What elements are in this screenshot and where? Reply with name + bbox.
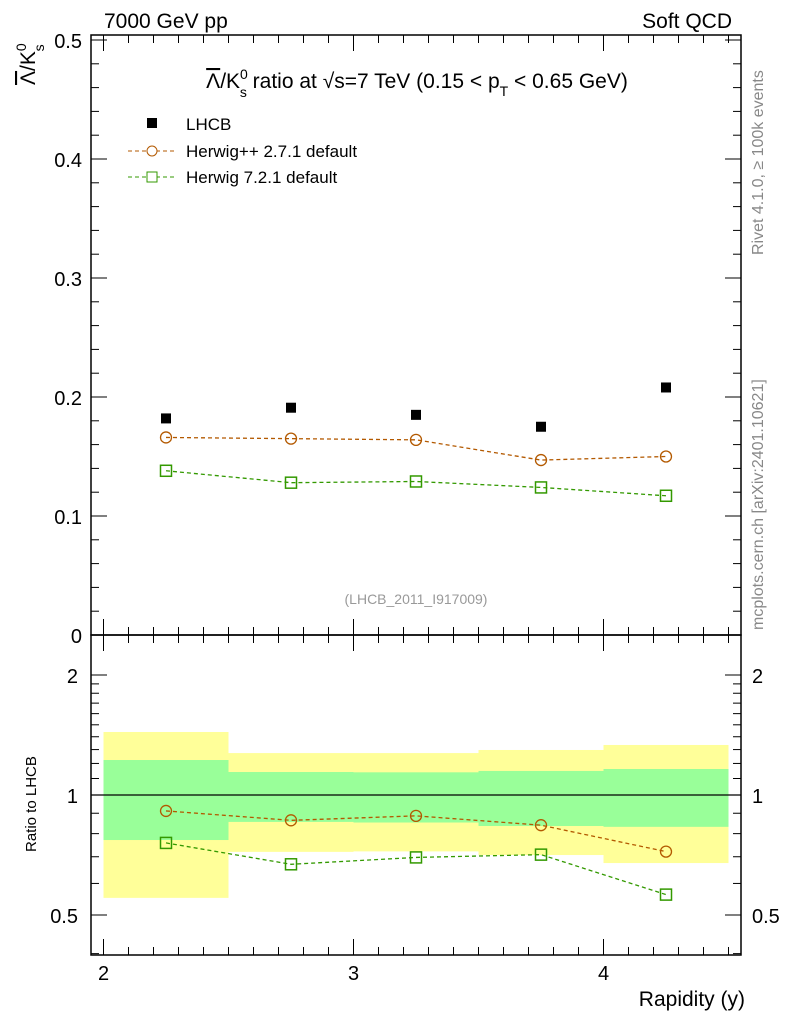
point-lhcb [411,409,421,420]
ratio-point-herwig-2-7-1-default [409,809,423,823]
y-tick-label: 0.3 [54,269,82,291]
header-right: Soft QCD [642,10,732,33]
point-lhcb [536,421,546,432]
ratio-point-herwig-7-2-1-default [284,858,298,871]
analysis-id: (LHCB_2011_I917009) [345,591,488,607]
ratio-band-stat [478,770,604,827]
ratio-band-stat [603,769,729,827]
ratio-band-stat [103,760,229,841]
legend-label-herwigpp: Herwig++ 2.7.1 default [186,142,357,161]
point-herwig-2-7-1-default [409,433,423,446]
y-tick-label: 0 [71,626,82,648]
point-herwig-2-7-1-default [284,432,298,445]
ratio-point-herwig-7-2-1-default [409,851,423,864]
ratio-point-herwig-2-7-1-default [659,845,673,858]
x-axis-label: Rapidity (y) [639,988,745,1011]
point-herwig-7-2-1-default [284,476,298,489]
legend-marker-lhcb [147,118,157,128]
y-tick-label: 0.4 [54,150,82,172]
ratio-point-herwig-7-2-1-default [659,888,673,901]
ratio-point-herwig-7-2-1-default [534,848,548,861]
point-herwig-7-2-1-default [659,489,673,503]
point-lhcb [661,382,671,393]
x-tick-label: 2 [98,963,109,985]
point-herwig-2-7-1-default [659,450,673,463]
point-herwig-7-2-1-default [409,475,423,488]
point-herwig-2-7-1-default [534,453,548,467]
x-tick-label: 4 [598,963,609,985]
ratio-band-stat [353,772,479,823]
ratio-band-stat [228,772,354,822]
rivet-label: Rivet 4.1.0, ≥ 100k events [750,70,767,255]
ratio-point-herwig-2-7-1-default [284,814,298,827]
y-tick-label: 0.2 [54,388,82,410]
ratio-point-herwig-2-7-1-default [159,804,173,818]
series-line-herwig-7-2-1-default [165,470,667,497]
point-lhcb [161,413,171,424]
legend-label-herwig7: Herwig 7.2.1 default [186,168,337,187]
ratio-tick-label-right: 1 [752,786,763,808]
point-herwig-7-2-1-default [159,464,173,478]
point-lhcb [286,402,296,413]
ratio-tick-label-right: 0.5 [752,906,780,928]
chart-title: Λ/K0 s ratio at √s=7 TeV (0.15 < pT < 0.6… [206,66,628,100]
series-line-herwig-2-7-1-default [165,436,667,461]
y-tick-label: 0.5 [54,31,82,53]
ratio-tick-label-left: 0.5 [50,906,78,928]
x-tick-label: 3 [348,963,359,985]
header-left: 7000 GeV pp [104,10,228,33]
legend: LHCB Herwig++ 2.7.1 default Herwig 7.2.1… [128,115,357,187]
ratio-point-herwig-7-2-1-default [159,836,173,850]
y-tick-label: 0.1 [54,507,82,529]
ratio-tick-label-left: 1 [67,786,78,808]
y-axis-label: Λ/K0 s [13,43,47,85]
ratio-tick-label-left: 2 [67,666,78,688]
ratio-y-axis-label: Ratio to LHCB [23,756,40,852]
point-herwig-7-2-1-default [534,481,548,494]
legend-marker-herwigpp [146,145,158,157]
ratio-line-herwig-7-2-1-default [165,842,667,896]
mcplots-label: mcplots.cern.ch [arXiv:2401.10621] [750,379,767,630]
ratio-point-herwig-2-7-1-default [534,819,548,832]
ratio-tick-label-right: 2 [752,666,763,688]
point-herwig-2-7-1-default [159,431,173,444]
legend-label-lhcb: LHCB [186,115,231,134]
legend-marker-herwig7 [146,171,158,183]
